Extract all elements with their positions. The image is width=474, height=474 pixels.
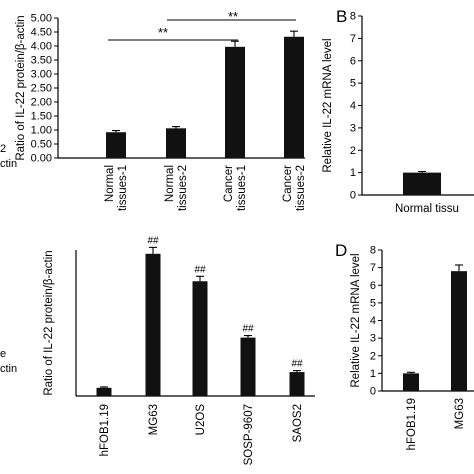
y-tick-label: 1 bbox=[370, 368, 376, 380]
panel-label: D bbox=[335, 241, 347, 260]
cut-off-label: 2 bbox=[0, 143, 6, 155]
y-tick-label: 2 bbox=[370, 350, 376, 362]
y-axis-title: Relative IL-22 mRNA level bbox=[322, 38, 334, 172]
y-tick-label: 3.50 bbox=[31, 55, 52, 67]
y-tick-label: 0 bbox=[370, 386, 376, 398]
x-tick-label: SAOS2 bbox=[292, 404, 304, 442]
x-tick-label: Normal tissu bbox=[395, 203, 459, 215]
bar bbox=[145, 253, 161, 396]
panel-label: B bbox=[336, 7, 347, 26]
panel-d-chart: 0 1 2 3 4 5 6 7 8 Relative IL-22 mRNA levelDhFOB1… bbox=[335, 241, 474, 450]
panel-a-chart: 0.00 0.50 1.00 1.50 2.00 2.50 3.00 3.50 4.00 4.50… bbox=[15, 9, 307, 211]
y-axis-title: Relative IL-22 mRNA level bbox=[350, 253, 362, 387]
significance-label: ** bbox=[228, 9, 238, 24]
y-tick-label: 4.50 bbox=[31, 27, 52, 39]
x-tick-label: Cancertissues-1 bbox=[223, 165, 248, 211]
y-tick-label: 7 bbox=[350, 33, 356, 45]
x-tick-label: SOSP-9607 bbox=[243, 404, 255, 465]
bar bbox=[192, 281, 208, 396]
y-tick-label: 6 bbox=[370, 280, 376, 292]
x-tick-label: Cancertissues-2 bbox=[282, 165, 307, 211]
y-tick-label: 0.50 bbox=[31, 139, 52, 151]
bar bbox=[403, 172, 441, 195]
cut-off-label: ctin bbox=[0, 363, 17, 375]
y-tick-label: 0.00 bbox=[31, 153, 52, 165]
y-tick-label: 1.00 bbox=[31, 125, 52, 137]
significance-marker: ## bbox=[291, 359, 303, 370]
bar bbox=[289, 372, 305, 396]
x-tick-label: MG63 bbox=[454, 398, 466, 429]
cut-off-label: ctin bbox=[0, 158, 17, 170]
x-tick-label-line: Cancer bbox=[282, 165, 294, 202]
y-tick-label: 5.00 bbox=[31, 13, 52, 25]
y-tick-label: 3 bbox=[350, 122, 356, 134]
x-tick-label-line: tissues-1 bbox=[236, 165, 248, 211]
y-tick-label: 4.00 bbox=[31, 41, 52, 53]
x-tick-label: U2OS bbox=[195, 404, 207, 436]
bar bbox=[106, 132, 126, 158]
x-tick-label: hFOB1.19 bbox=[406, 398, 418, 450]
x-tick-label: Normaltissues-1 bbox=[104, 165, 129, 211]
bar bbox=[403, 373, 419, 391]
significance-label: ** bbox=[158, 25, 168, 40]
x-tick-label-line: Normal bbox=[164, 165, 176, 202]
bar bbox=[225, 46, 245, 159]
y-tick-label: 3 bbox=[370, 333, 376, 345]
significance-marker: ## bbox=[147, 235, 159, 246]
y-tick-label: 8 bbox=[350, 11, 356, 23]
significance-marker: ## bbox=[242, 324, 254, 335]
bar bbox=[451, 271, 467, 391]
x-tick-label-line: tissues-1 bbox=[117, 165, 129, 211]
x-tick-label-line: Cancer bbox=[223, 165, 235, 202]
y-tick-label: 2 bbox=[350, 145, 356, 157]
panel-c-chart: Ratio of IL-22 protein/β-actin hFOB1.19 ##… bbox=[43, 235, 315, 465]
y-tick-label: 6 bbox=[350, 55, 356, 67]
x-tick-label: Normaltissues-2 bbox=[164, 165, 189, 211]
significance-marker: ## bbox=[194, 264, 206, 275]
y-tick-label: 4 bbox=[370, 315, 376, 327]
y-tick-label: 4 bbox=[350, 100, 356, 112]
y-tick-label: 1 bbox=[350, 167, 356, 179]
x-tick-label-line: tissues-2 bbox=[295, 165, 307, 211]
x-tick-label: hFOB1.19 bbox=[99, 404, 111, 456]
y-tick-label: 8 bbox=[370, 245, 376, 257]
x-tick-label: MG63 bbox=[148, 404, 160, 435]
cut-off-label: e bbox=[0, 348, 6, 360]
y-tick-label: 7 bbox=[370, 262, 376, 274]
y-tick-label: 5 bbox=[350, 78, 356, 90]
y-tick-label: 5 bbox=[370, 297, 376, 309]
y-axis-title: Ratio of IL-22 protein/β-actin bbox=[43, 250, 55, 395]
bar bbox=[166, 128, 186, 158]
bar bbox=[284, 36, 304, 159]
x-tick-label-line: tissues-2 bbox=[177, 165, 189, 211]
y-tick-label: 1.50 bbox=[31, 111, 52, 123]
y-tick-label: 2.00 bbox=[31, 97, 52, 109]
y-axis-title: Ratio of IL-22 protein/β-actin bbox=[15, 15, 27, 160]
bar bbox=[96, 387, 112, 396]
x-tick-label-line: Normal bbox=[104, 165, 116, 202]
y-tick-label: 0 bbox=[350, 190, 356, 202]
bar bbox=[240, 337, 256, 396]
y-tick-label: 2.50 bbox=[31, 83, 52, 95]
y-tick-label: 3.00 bbox=[31, 69, 52, 81]
